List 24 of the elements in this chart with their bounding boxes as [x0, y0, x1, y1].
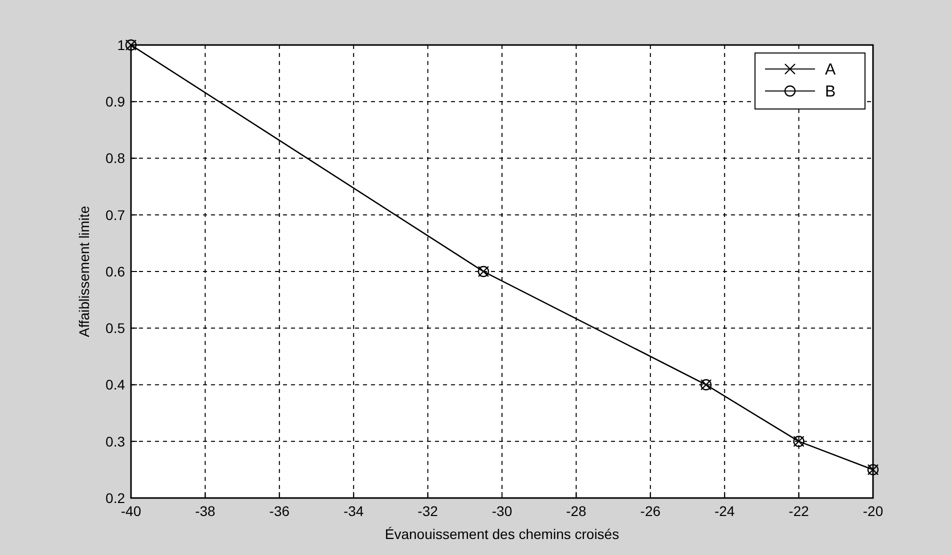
y-axis-title: Affaiblissement limite	[76, 206, 92, 338]
x-tick-label: -34	[343, 503, 364, 519]
x-tick-label: -38	[195, 503, 216, 519]
y-tick-label: 0.7	[106, 206, 126, 223]
y-tick-label: 0.4	[106, 376, 126, 393]
legend-label: B	[825, 84, 836, 101]
x-tick-label: -22	[788, 503, 810, 519]
x-axis-title: Évanouissement des chemins croisés	[384, 526, 620, 542]
y-tick-label: 0.8	[106, 150, 126, 166]
y-tick-label: 0.5	[106, 320, 126, 336]
y-tick-label: 1	[117, 36, 126, 53]
x-tick-label: -20	[862, 503, 884, 519]
x-tick-label: -26	[640, 503, 661, 519]
y-tick-label: 0.2	[106, 490, 126, 506]
x-tick-label: -36	[269, 503, 290, 519]
x-tick-label: -32	[418, 503, 438, 519]
y-tick-label: 0.6	[106, 263, 126, 280]
x-tick-label: -40	[120, 503, 142, 519]
legend-label: A	[825, 62, 836, 79]
y-tick-label: 0.9	[106, 94, 126, 110]
x-tick-label: -28	[566, 503, 587, 519]
x-tick-label: -30	[492, 503, 512, 519]
x-tick-label: -24	[714, 503, 735, 519]
y-tick-label: 0.3	[106, 433, 126, 450]
